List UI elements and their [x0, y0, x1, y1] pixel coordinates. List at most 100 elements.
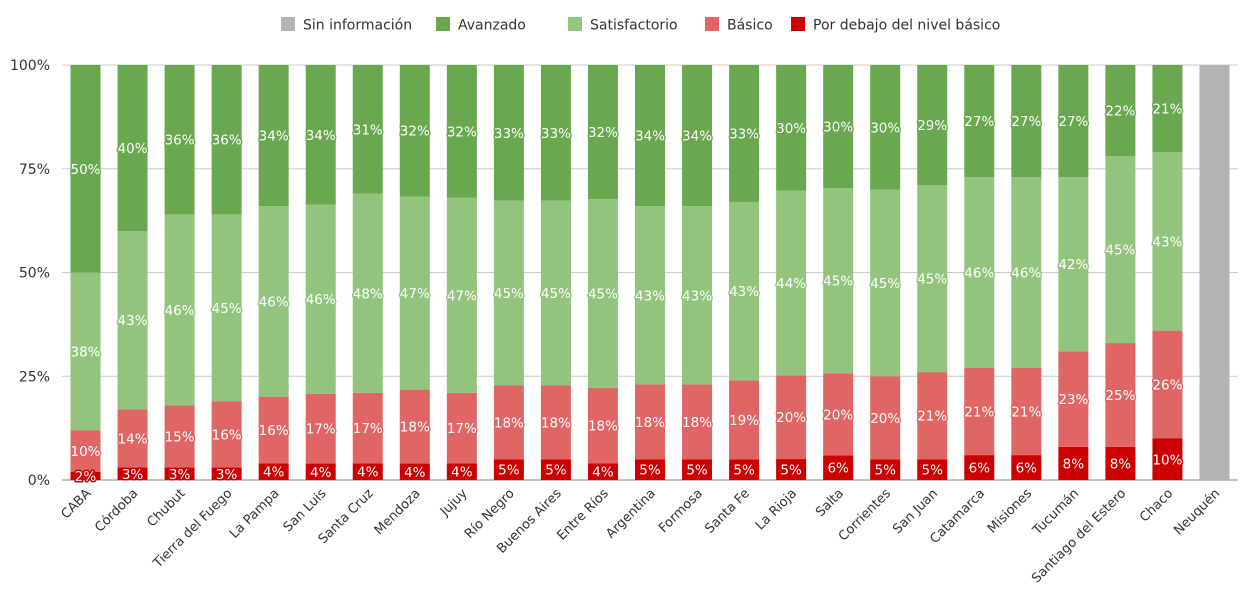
bar-segment-por-debajo-del-nivel-basico-cordoba[interactable] — [117, 467, 148, 480]
bar-segment-satisfactorio-salta[interactable] — [823, 188, 854, 374]
bar-segment-basico-san-juan[interactable] — [917, 372, 948, 460]
bar-segment-por-debajo-del-nivel-basico-jujuy[interactable] — [446, 463, 477, 480]
bar-segment-basico-catamarca[interactable] — [964, 367, 995, 456]
bar-segment-basico-entre-rios[interactable] — [587, 387, 618, 464]
legend-swatch-sin-informacion[interactable] — [281, 17, 295, 31]
legend-label-satisfactorio[interactable]: Satisfactorio — [590, 18, 678, 34]
bar-segment-por-debajo-del-nivel-basico-san-luis[interactable] — [305, 463, 336, 480]
bar-segment-basico-san-luis[interactable] — [305, 393, 336, 464]
bar-segment-avanzado-tucuman[interactable] — [1058, 65, 1089, 178]
bar-segment-basico-misiones[interactable] — [1011, 367, 1042, 456]
bar-segment-por-debajo-del-nivel-basico-rio-negro[interactable] — [493, 459, 524, 480]
bar-segment-basico-tucuman[interactable] — [1058, 351, 1089, 447]
bar-segment-avanzado-chubut[interactable] — [164, 65, 195, 215]
bar-segment-avanzado-santiago-del-estero[interactable] — [1105, 65, 1136, 157]
bar-segment-avanzado-formosa[interactable] — [682, 65, 713, 207]
bar-segment-por-debajo-del-nivel-basico-chubut[interactable] — [164, 467, 195, 480]
bar-segment-basico-santa-fe[interactable] — [729, 380, 760, 460]
bar-segment-por-debajo-del-nivel-basico-formosa[interactable] — [682, 459, 713, 480]
bar-segment-basico-cordoba[interactable] — [117, 409, 148, 468]
bar-segment-avanzado-entre-rios[interactable] — [587, 65, 618, 200]
bar-segment-basico-formosa[interactable] — [682, 384, 713, 460]
bar-segment-avanzado-catamarca[interactable] — [964, 65, 995, 178]
bar-segment-basico-argentina[interactable] — [635, 384, 665, 460]
bar-segment-satisfactorio-santiago-del-estero[interactable] — [1105, 156, 1136, 344]
bar-segment-basico-jujuy[interactable] — [446, 392, 477, 464]
bar-segment-avanzado-santa-cruz[interactable] — [352, 65, 383, 194]
bar-segment-por-debajo-del-nivel-basico-santiago-del-estero[interactable] — [1105, 446, 1136, 480]
bar-segment-basico-santiago-del-estero[interactable] — [1105, 343, 1136, 447]
bar-segment-basico-santa-cruz[interactable] — [352, 392, 383, 464]
bar-segment-por-debajo-del-nivel-basico-santa-cruz[interactable] — [352, 463, 383, 480]
bar-segment-avanzado-rio-negro[interactable] — [493, 65, 524, 201]
bar-segment-por-debajo-del-nivel-basico-salta[interactable] — [823, 455, 854, 480]
bar-segment-avanzado-mendoza[interactable] — [399, 65, 430, 197]
bar-segment-avanzado-salta[interactable] — [823, 65, 854, 189]
bar-segment-satisfactorio-san-juan[interactable] — [917, 185, 948, 373]
bar-segment-avanzado-la-rioja[interactable] — [776, 65, 807, 191]
bar-segment-satisfactorio-entre-rios[interactable] — [587, 199, 618, 388]
bar-segment-por-debajo-del-nivel-basico-tucuman[interactable] — [1058, 446, 1089, 480]
bar-segment-avanzado-argentina[interactable] — [635, 65, 665, 207]
bar-segment-por-debajo-del-nivel-basico-tierra-del-fuego[interactable] — [211, 467, 242, 480]
bar-segment-avanzado-tierra-del-fuego[interactable] — [211, 65, 242, 215]
bar-segment-avanzado-corrientes[interactable] — [870, 65, 901, 190]
bar-segment-satisfactorio-santa-cruz[interactable] — [352, 193, 383, 393]
bar-segment-basico-la-rioja[interactable] — [776, 375, 807, 460]
bar-segment-satisfactorio-jujuy[interactable] — [446, 197, 477, 393]
bar-segment-por-debajo-del-nivel-basico-chaco[interactable] — [1152, 438, 1183, 481]
bar-segment-avanzado-san-juan[interactable] — [917, 65, 948, 186]
bar-segment-satisfactorio-mendoza[interactable] — [399, 196, 430, 390]
bar-segment-avanzado-buenos-aires[interactable] — [540, 65, 571, 201]
bar-segment-avanzado-caba[interactable] — [70, 65, 101, 273]
bar-segment-por-debajo-del-nivel-basico-santa-fe[interactable] — [729, 459, 760, 480]
bar-segment-avanzado-san-luis[interactable] — [305, 65, 336, 205]
bar-segment-satisfactorio-tierra-del-fuego[interactable] — [211, 214, 242, 402]
bar-segment-satisfactorio-buenos-aires[interactable] — [540, 200, 571, 386]
bar-segment-sin-informacion-neuquen[interactable] — [1199, 65, 1230, 480]
bar-segment-avanzado-jujuy[interactable] — [446, 65, 477, 198]
bar-segment-satisfactorio-corrientes[interactable] — [870, 189, 901, 377]
bar-segment-satisfactorio-formosa[interactable] — [682, 206, 713, 385]
bar-segment-satisfactorio-tucuman[interactable] — [1058, 177, 1089, 352]
bar-segment-por-debajo-del-nivel-basico-catamarca[interactable] — [964, 455, 995, 480]
bar-segment-satisfactorio-santa-fe[interactable] — [729, 201, 760, 381]
bar-segment-por-debajo-del-nivel-basico-la-rioja[interactable] — [776, 459, 807, 480]
bar-segment-satisfactorio-chaco[interactable] — [1152, 152, 1183, 331]
bar-segment-satisfactorio-caba[interactable] — [70, 272, 101, 431]
legend-swatch-satisfactorio[interactable] — [568, 17, 582, 31]
legend-label-por-debajo-del-nivel-basico[interactable]: Por debajo del nivel básico — [813, 18, 1000, 34]
legend-swatch-por-debajo-del-nivel-basico[interactable] — [791, 17, 805, 31]
bar-segment-basico-tierra-del-fuego[interactable] — [211, 401, 242, 468]
bar-segment-basico-buenos-aires[interactable] — [540, 385, 571, 460]
bar-segment-satisfactorio-la-pampa[interactable] — [258, 206, 289, 397]
bar-segment-satisfactorio-la-rioja[interactable] — [776, 190, 807, 376]
bar-segment-satisfactorio-rio-negro[interactable] — [493, 200, 524, 386]
bar-segment-por-debajo-del-nivel-basico-san-juan[interactable] — [917, 459, 948, 480]
bar-segment-basico-chubut[interactable] — [164, 405, 195, 468]
bar-segment-basico-chaco[interactable] — [1152, 330, 1183, 439]
bar-segment-basico-corrientes[interactable] — [870, 376, 901, 460]
bar-segment-basico-caba[interactable] — [70, 430, 101, 472]
bar-segment-satisfactorio-cordoba[interactable] — [117, 231, 148, 410]
bar-segment-por-debajo-del-nivel-basico-argentina[interactable] — [635, 459, 665, 480]
bar-segment-basico-la-pampa[interactable] — [258, 397, 289, 464]
bar-segment-basico-salta[interactable] — [823, 373, 854, 456]
bar-segment-basico-rio-negro[interactable] — [493, 385, 524, 460]
bar-segment-por-debajo-del-nivel-basico-corrientes[interactable] — [870, 459, 901, 480]
bar-segment-satisfactorio-catamarca[interactable] — [964, 177, 995, 368]
bar-segment-satisfactorio-chubut[interactable] — [164, 214, 195, 406]
bar-segment-avanzado-la-pampa[interactable] — [258, 65, 289, 207]
bar-segment-basico-mendoza[interactable] — [399, 389, 430, 464]
legend-swatch-basico[interactable] — [705, 17, 719, 31]
bar-segment-por-debajo-del-nivel-basico-la-pampa[interactable] — [258, 463, 289, 480]
bar-segment-por-debajo-del-nivel-basico-mendoza[interactable] — [399, 463, 430, 480]
bar-segment-avanzado-misiones[interactable] — [1011, 65, 1042, 178]
bar-segment-avanzado-santa-fe[interactable] — [729, 65, 760, 202]
bar-segment-avanzado-chaco[interactable] — [1152, 65, 1183, 153]
bar-segment-por-debajo-del-nivel-basico-entre-rios[interactable] — [587, 463, 618, 480]
bar-segment-por-debajo-del-nivel-basico-buenos-aires[interactable] — [540, 459, 571, 480]
legend-label-avanzado[interactable]: Avanzado — [458, 18, 526, 34]
legend-label-sin-informacion[interactable]: Sin información — [303, 18, 412, 34]
legend-label-basico[interactable]: Básico — [727, 18, 773, 34]
